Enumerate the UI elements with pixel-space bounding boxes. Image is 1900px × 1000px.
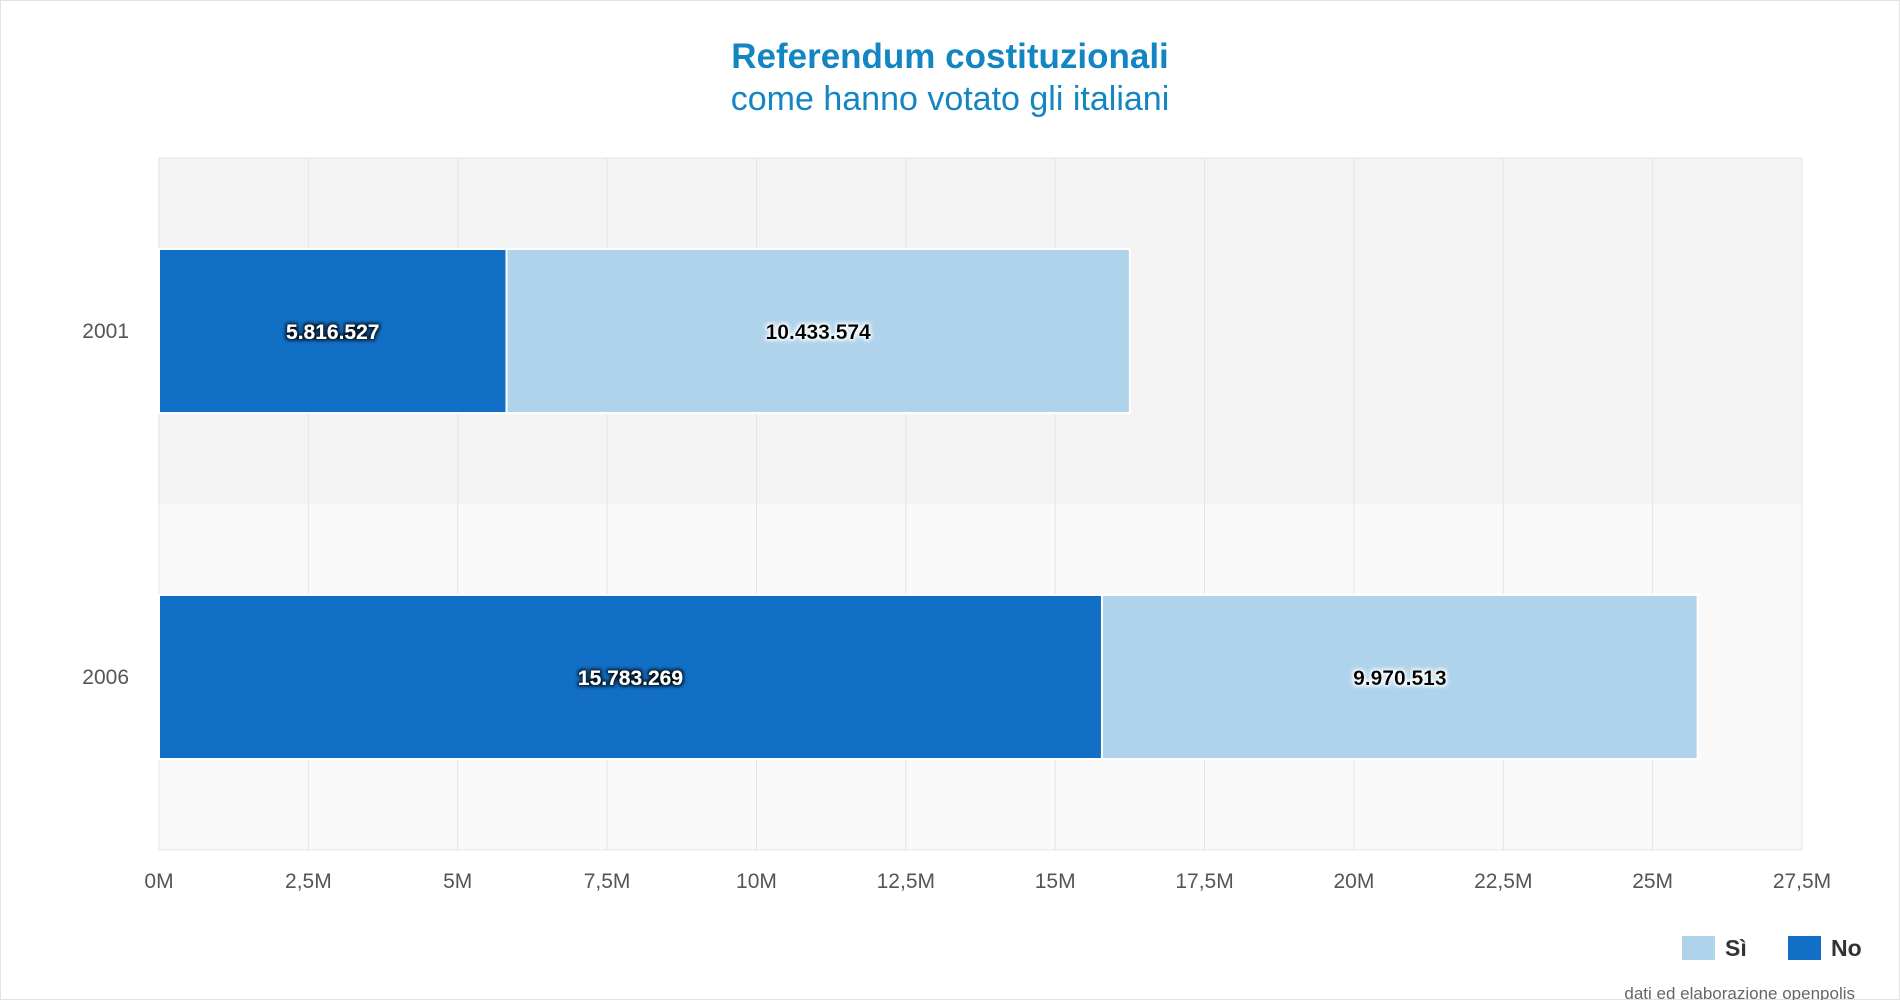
x-tick-label: 17,5M: [1175, 870, 1233, 893]
legend-swatch: [1682, 936, 1715, 960]
x-tick-label: 15M: [1035, 870, 1076, 893]
data-label: 10.433.574: [766, 321, 871, 344]
x-tick-label: 25M: [1632, 870, 1673, 893]
legend-swatch: [1788, 936, 1821, 960]
legend-label: Sì: [1725, 935, 1747, 961]
category-label-2006: 2006: [82, 666, 129, 689]
bar-s-2001[interactable]: [505, 248, 1131, 414]
legend-item-no[interactable]: No: [1788, 935, 1862, 961]
data-label: 15.783.269: [578, 667, 683, 690]
data-label: 5.816.527: [286, 321, 379, 344]
bar-no-2006[interactable]: [158, 594, 1103, 760]
x-tick-label: 5M: [443, 870, 472, 893]
x-tick-label: 7,5M: [584, 870, 631, 893]
legend-label: No: [1831, 935, 1862, 961]
category-label-2001: 2001: [82, 320, 129, 343]
x-tick-label: 27,5M: [1773, 870, 1831, 893]
x-tick-label: 0M: [144, 870, 173, 893]
x-axis: 0M 2,5M 5M 7,5M 10M 12,5M 15M 17,5M 20M 22,5M 25M 2…: [144, 870, 1831, 893]
x-tick-label: 20M: [1333, 870, 1374, 893]
legend[interactable]: Sì No: [1682, 935, 1862, 961]
category-labels: 2001 2006: [82, 320, 129, 689]
legend-item-s[interactable]: Sì: [1682, 935, 1747, 961]
bar-s-2006[interactable]: [1100, 594, 1699, 760]
x-tick-label: 12,5M: [877, 870, 935, 893]
bar-no-2001[interactable]: [158, 248, 508, 414]
credits: dati ed elaborazione openpolis: [1624, 984, 1855, 1000]
data-label: 9.970.513: [1353, 667, 1446, 690]
chart-title: Referendum costituzionali: [731, 37, 1169, 76]
x-tick-label: 10M: [736, 870, 777, 893]
x-tick-label: 22,5M: [1474, 870, 1532, 893]
data-labels: 5.816.527 10.433.574 15.783.269 9.970.513: [286, 321, 1447, 690]
bars: [158, 248, 1699, 760]
x-tick-label: 2,5M: [285, 870, 332, 893]
chart-subtitle: come hanno votato gli italiani: [731, 80, 1170, 118]
